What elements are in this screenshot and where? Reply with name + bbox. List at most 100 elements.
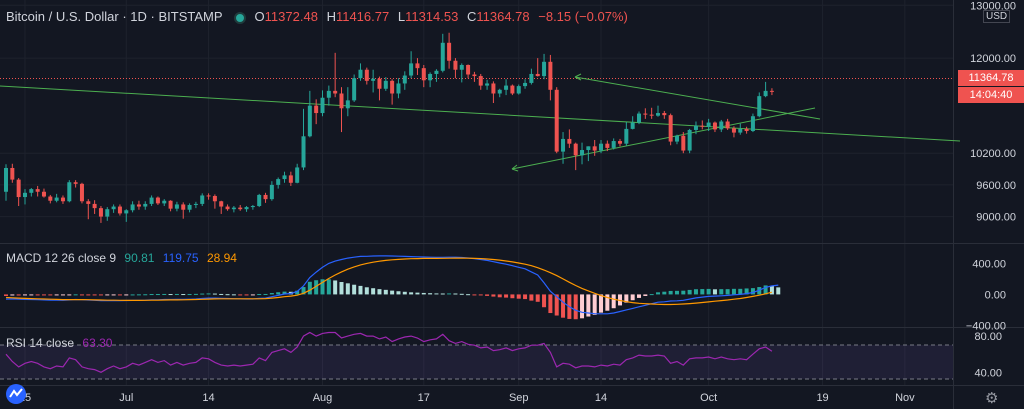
candle-body (630, 122, 635, 129)
candle-body (48, 196, 53, 201)
macd-histogram-bar (174, 293, 179, 295)
macd-legend[interactable]: MACD 12 26 close 9 90.81 119.75 28.94 (6, 251, 237, 265)
market-status-icon (233, 11, 246, 24)
macd-histogram-bar (561, 294, 566, 318)
long-trend-line[interactable] (0, 85, 961, 142)
candle-body (149, 197, 154, 204)
macd-histogram-bar (472, 294, 477, 296)
macd-histogram-bar (250, 294, 255, 296)
symbol-title: Bitcoin / U.S. Dollar (6, 9, 119, 24)
candle-body (295, 167, 300, 183)
macd-histogram-bar (92, 294, 97, 296)
macd-histogram-bar (168, 294, 173, 296)
macd-histogram-bar (48, 294, 53, 296)
macd-histogram-bar (719, 289, 724, 295)
trend-drawings[interactable] (0, 73, 961, 172)
candle-body (364, 69, 369, 81)
macd-histogram-bar (320, 279, 325, 295)
candle-body (637, 113, 641, 123)
symbol-legend[interactable]: Bitcoin / U.S. Dollar · 1D · BITSTAMP O1… (6, 9, 633, 24)
macd-histogram-bar (738, 288, 743, 295)
low-value: 11314.53 (405, 9, 459, 24)
rsi-legend[interactable]: RSI 14 close 63.30 (6, 336, 112, 350)
macd-histogram-bar (269, 293, 274, 295)
macd-pane (4, 255, 781, 320)
macd-histogram-bar (231, 294, 236, 296)
macd-histogram-bar (244, 294, 249, 296)
time-tick-label: Oct (700, 392, 717, 404)
triangle-lower-line[interactable] (511, 107, 816, 170)
macd-histogram-bar (377, 289, 382, 295)
candle-body (586, 146, 591, 151)
macd-histogram-bar (117, 294, 122, 296)
candle-body (333, 90, 338, 94)
macd-histogram-bar (54, 294, 59, 296)
candle-body (750, 116, 755, 132)
tradingview-logo-icon[interactable] (6, 384, 26, 404)
candle-body (307, 105, 312, 137)
axis-labels: 13000.00 12000.00 10200.00 9600.00 9000.00 40… (19, 0, 1016, 404)
symbol-separator: · (122, 9, 131, 24)
triangle-upper-line[interactable] (574, 76, 821, 120)
candle-body (510, 85, 515, 94)
candle-body (29, 189, 34, 193)
arrow-head-lower (511, 164, 519, 172)
macd-histogram-bar (491, 294, 496, 297)
macd-tick-label: 400.00 (972, 258, 1006, 270)
macd-histogram-bar (516, 294, 521, 299)
candle-body (276, 179, 281, 185)
low-label: L (397, 9, 406, 24)
macd-histogram-bar (73, 294, 78, 296)
candle-body (320, 97, 325, 114)
rsi-value: 63.30 (82, 336, 113, 350)
macd-histogram-bar (181, 294, 186, 296)
macd-histogram-bar (485, 294, 490, 296)
macd-histogram-bar (105, 294, 110, 296)
macd-histogram-bar (143, 294, 148, 296)
macd-histogram-bar (396, 291, 401, 295)
candle-body (611, 141, 616, 148)
candle-body (35, 189, 40, 192)
macd-histogram-bar (124, 294, 129, 296)
macd-histogram-bar (542, 294, 547, 308)
candle-body (434, 70, 439, 74)
macd-histogram-bar (605, 294, 610, 311)
price-tick-label: 9600.00 (976, 180, 1016, 192)
symbol-separator: · (150, 9, 159, 24)
candle-body (269, 184, 274, 200)
macd-histogram-bar (687, 289, 692, 295)
time-tick-label: Nov (895, 392, 915, 404)
macd-histogram-bar (624, 294, 629, 303)
candle-body (206, 195, 211, 197)
macd-tick-label: 0.00 (985, 289, 1006, 301)
currency-button[interactable]: USD (983, 10, 1011, 23)
candle-body (529, 73, 534, 83)
macd-histogram-bar (60, 294, 65, 296)
candle-body (73, 182, 78, 184)
candle-body (41, 191, 46, 197)
macd-histogram-bar (712, 289, 717, 295)
macd-histogram-bar (238, 294, 243, 296)
macd-histogram-bar (662, 291, 667, 295)
gear-icon[interactable]: ⚙ (985, 390, 999, 407)
macd-histogram-bar (529, 294, 534, 301)
macd-histogram-bar (206, 293, 211, 295)
macd-histogram-bar (548, 294, 553, 314)
macd-histogram-bar (16, 294, 21, 296)
macd-histogram-bar (611, 294, 616, 309)
price-tick-label: 10200.00 (970, 148, 1016, 160)
open-value: 11372.48 (264, 9, 318, 24)
candle-body (624, 128, 629, 144)
candle-body (238, 207, 243, 210)
candle-body (212, 195, 217, 202)
candle-body (687, 129, 692, 151)
macd-histogram-bar (478, 294, 483, 296)
macd-histogram-bar (282, 291, 287, 295)
macd-histogram-bar (440, 293, 445, 295)
macd-histogram-bar (41, 294, 46, 296)
candle-body (504, 85, 509, 90)
candle-body (478, 76, 483, 86)
candle-body (700, 125, 705, 127)
candle-body (383, 80, 388, 89)
